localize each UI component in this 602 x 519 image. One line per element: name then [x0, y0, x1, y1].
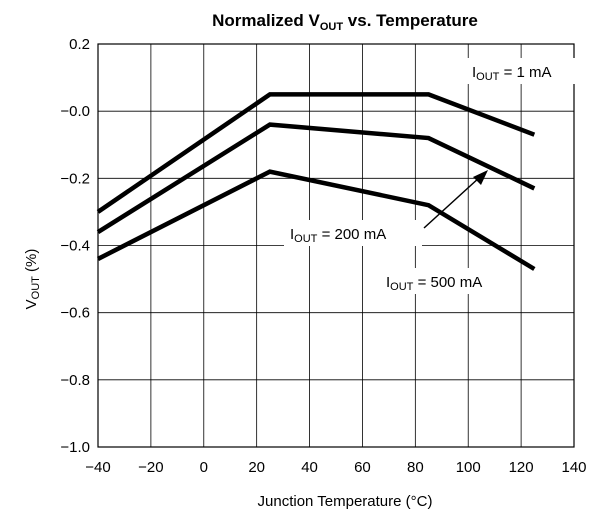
y-tick-label: −0.0 — [60, 103, 90, 120]
annotation-arrow-head — [473, 170, 488, 185]
ann-500ma-sub: OUT — [390, 281, 414, 293]
annotation-arrow-line — [423, 176, 481, 229]
y-tick-label: −0.8 — [60, 372, 90, 389]
ann-1ma-rest: = 1 mA — [499, 64, 551, 81]
plot-frame — [97, 43, 575, 448]
title-sub: OUT — [320, 21, 344, 33]
x-tick-label: 20 — [248, 459, 265, 476]
y-axis-label: VOUT (%) — [23, 249, 42, 310]
annotation-500ma-bg — [380, 268, 516, 294]
ylabel-main: V — [23, 299, 40, 309]
ann-200ma-main: I — [290, 226, 294, 243]
ann-500ma-main: I — [386, 274, 390, 291]
series-line-500-ma — [96, 169, 536, 271]
ann-500ma-rest: = 500 mA — [413, 274, 482, 291]
ylabel-rest: (%) — [23, 249, 40, 277]
title-rest: vs. Temperature — [343, 11, 478, 30]
x-tick-label: 60 — [354, 459, 371, 476]
x-tick-label: 120 — [509, 459, 534, 476]
x-tick-labels: −40 −20 0 20 40 60 80 100 120 140 — [85, 459, 586, 476]
annotation-200ma-text: IOUT = 200 mA — [290, 226, 386, 245]
x-tick-label: 100 — [456, 459, 481, 476]
ylabel-sub: OUT — [30, 276, 42, 300]
y-tick-label: −0.4 — [60, 238, 90, 255]
x-tick-label: −20 — [138, 459, 163, 476]
annotation-500ma-text: IOUT = 500 mA — [386, 274, 482, 293]
annotation-200ma-bg — [284, 220, 422, 246]
annotation-1ma-bg — [466, 58, 584, 84]
y-tick-label: −1.0 — [60, 439, 90, 456]
ann-200ma-rest: = 200 mA — [317, 226, 386, 243]
x-tick-label: 140 — [561, 459, 586, 476]
y-tick-labels: 0.2 −0.0 −0.2 −0.4 −0.6 −0.8 −1.0 — [60, 36, 90, 456]
ann-1ma-main: I — [472, 64, 476, 81]
x-tick-label: 0 — [200, 459, 208, 476]
y-tick-label: −0.6 — [60, 305, 90, 322]
annotation-200ma: IOUT = 200 mA — [284, 220, 422, 246]
series-line-1-ma — [96, 92, 536, 214]
x-tick-label: −40 — [85, 459, 110, 476]
annotation-1ma: IOUT = 1 mA — [466, 58, 584, 84]
title-main: Normalized V — [212, 11, 320, 30]
annotation-500ma: IOUT = 500 mA — [380, 268, 516, 294]
x-tick-label: 80 — [407, 459, 424, 476]
annotation-1ma-text: IOUT = 1 mA — [472, 64, 552, 83]
ann-1ma-sub: OUT — [476, 71, 500, 83]
x-tick-label: 40 — [301, 459, 318, 476]
y-tick-label: 0.2 — [69, 36, 90, 53]
chart-title: Normalized VOUT vs. Temperature — [212, 11, 478, 33]
x-axis-label: Junction Temperature (°C) — [258, 493, 433, 510]
y-tick-label: −0.2 — [60, 170, 90, 187]
ann-200ma-sub: OUT — [294, 233, 318, 245]
series-line-200-ma — [96, 122, 536, 234]
series-lines — [96, 92, 536, 271]
